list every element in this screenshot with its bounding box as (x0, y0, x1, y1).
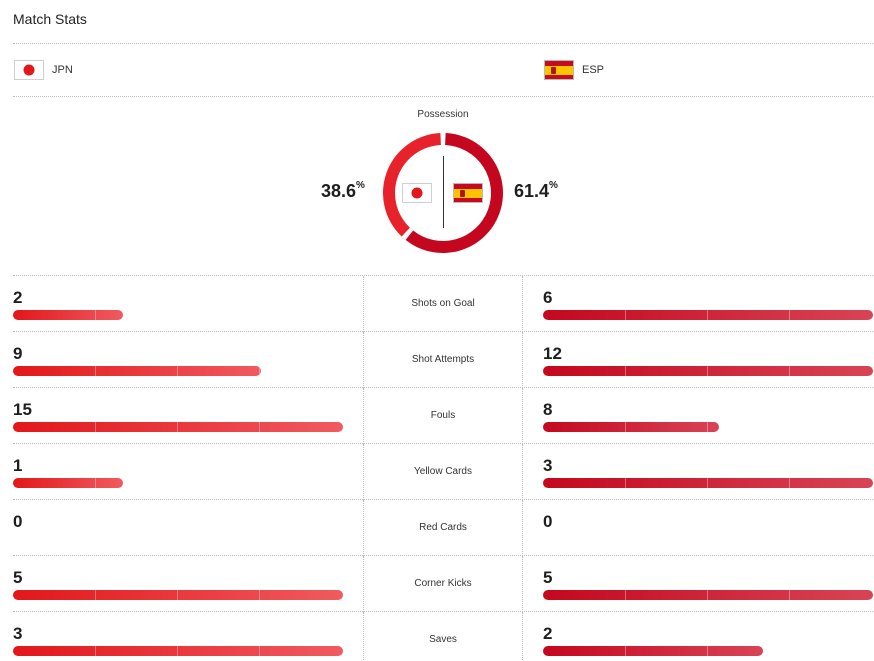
stat-row: 1 Yellow Cards 3 (13, 443, 873, 500)
stat-label: Shot Attempts (411, 354, 475, 365)
stat-home-bar (13, 422, 343, 432)
stat-label: Saves (429, 634, 457, 645)
stat-row: 5 Corner Kicks 5 (13, 555, 873, 612)
stat-label: Corner Kicks (414, 578, 472, 589)
stat-row: 15 Fouls 8 (13, 387, 873, 444)
stat-row: 0 Red Cards 0 (13, 499, 873, 556)
stat-away-value: 3 (543, 456, 553, 475)
stat-home-bar (13, 590, 343, 600)
stat-row: 9 Shot Attempts 12 (13, 331, 873, 388)
stat-away-bar (543, 478, 873, 488)
team-away: ESP (544, 60, 604, 80)
stat-away-bar (543, 366, 873, 376)
stat-label: Fouls (430, 410, 456, 421)
stat-label: Red Cards (419, 522, 467, 533)
divider (13, 96, 873, 97)
team-home: JPN (14, 60, 73, 80)
possession-donut-chart (383, 133, 503, 253)
flag-japan-icon (402, 183, 432, 203)
possession-away-value: 61.4% (514, 180, 558, 201)
stat-row: 3 Saves 2 (13, 611, 873, 661)
stat-home-value: 9 (13, 344, 23, 363)
stat-away-bar (543, 422, 719, 432)
donut-divider (443, 156, 444, 228)
possession-home-value: 38.6% (321, 180, 365, 201)
stat-home-bar (13, 310, 123, 320)
stat-home-value: 2 (13, 288, 23, 307)
stat-home-value: 5 (13, 568, 23, 587)
stat-home-value: 15 (13, 400, 32, 419)
stat-home-value: 0 (13, 512, 23, 531)
stat-away-value: 12 (543, 344, 562, 363)
flag-spain-icon (544, 60, 574, 80)
stat-away-value: 2 (543, 624, 553, 643)
stat-label: Shots on Goal (411, 298, 475, 309)
possession-home-arc (383, 133, 441, 237)
stat-home-value: 3 (13, 624, 23, 643)
stat-row: 2 Shots on Goal 6 (13, 275, 873, 332)
flag-spain-icon (453, 183, 483, 203)
possession-away-arc (405, 133, 503, 253)
stat-label: Yellow Cards (414, 466, 472, 477)
stat-away-bar (543, 646, 763, 656)
stat-home-bar (13, 478, 123, 488)
stat-away-value: 6 (543, 288, 553, 307)
stat-away-value: 8 (543, 400, 553, 419)
divider (13, 43, 873, 44)
stat-home-bar (13, 646, 343, 656)
stat-away-value: 5 (543, 568, 553, 587)
team-home-abbr: JPN (52, 64, 73, 76)
stat-home-bar (13, 366, 261, 376)
stat-home-value: 1 (13, 456, 23, 475)
stat-away-value: 0 (543, 512, 553, 531)
stat-away-bar (543, 590, 873, 600)
team-away-abbr: ESP (582, 64, 605, 76)
stat-away-bar (543, 310, 873, 320)
possession-label: Possession (417, 109, 469, 120)
flag-japan-icon (14, 60, 44, 80)
page-title: Match Stats (13, 11, 87, 27)
